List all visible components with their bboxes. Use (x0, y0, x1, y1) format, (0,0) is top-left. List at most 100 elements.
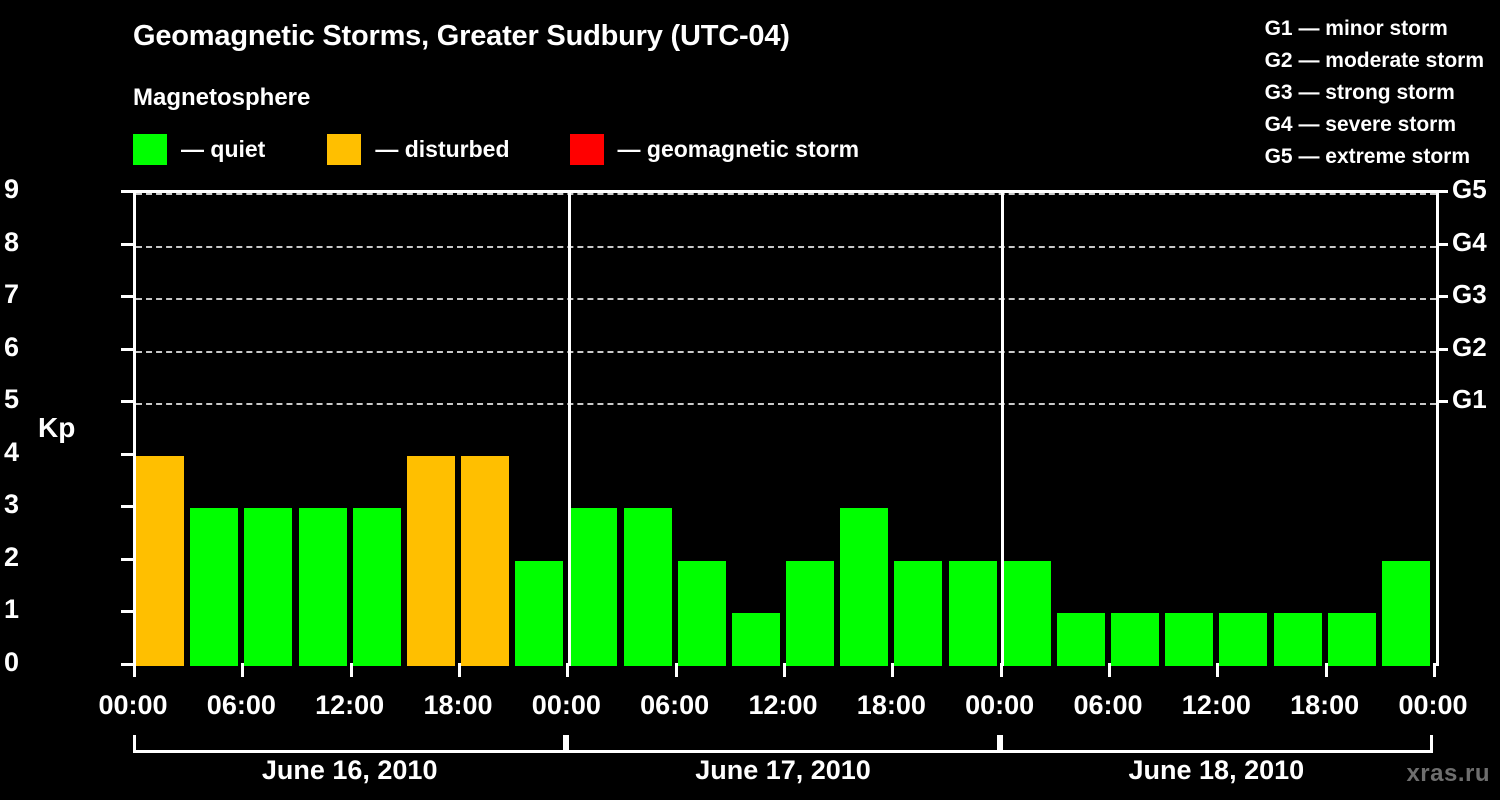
storm-swatch (569, 133, 604, 165)
bar (406, 455, 455, 666)
bar (515, 560, 564, 666)
bar (244, 508, 293, 666)
x-tick-mark (133, 663, 136, 677)
y-tick-mark (121, 190, 133, 193)
x-tick-mark (1216, 663, 1220, 677)
plot-area (133, 190, 1439, 666)
y-tick-mark (121, 400, 133, 404)
g-tick-mark (1436, 295, 1448, 299)
day-label: June 16, 2010 (261, 755, 438, 785)
x-tick-label: 00:00 (1398, 690, 1468, 720)
gscale-line-g2: G2 — moderate storm (1264, 49, 1484, 72)
bar (190, 508, 239, 666)
g-tick-mark (1436, 242, 1448, 246)
gscale-line-g4: G4 — severe storm (1264, 113, 1457, 136)
day-label: June 18, 2010 (1128, 755, 1305, 785)
y-tick-label: 0 (3, 647, 19, 677)
gridline (136, 298, 1436, 301)
y-tick-label: 8 (3, 226, 19, 257)
bar (948, 560, 997, 666)
y-tick-mark (121, 663, 133, 666)
bar (677, 560, 726, 666)
bar (1381, 560, 1430, 666)
legend-label-quiet: — quiet (181, 135, 266, 162)
x-tick-mark (566, 663, 570, 677)
bar (1002, 560, 1051, 666)
y-tick-mark (121, 347, 133, 351)
gscale-legend: G1 — minor storm G2 — moderate storm G3 … (1265, 13, 1484, 173)
g-tick-label: G1 (1452, 384, 1487, 415)
legend-item-disturbed: — disturbed (327, 133, 510, 165)
x-tick-label: 12:00 (315, 690, 385, 720)
gridline (136, 403, 1436, 406)
y-axis-label: Kp (38, 412, 76, 443)
disturbed-swatch (327, 133, 362, 165)
bar (1273, 613, 1322, 666)
x-tick-label: 18:00 (856, 690, 926, 720)
g-tick-label: G4 (1452, 226, 1487, 257)
legend-item-quiet: — quiet (133, 133, 266, 165)
day-separator (567, 193, 571, 666)
y-tick-mark (121, 452, 133, 456)
bar (623, 508, 672, 666)
day-bracket (566, 735, 1000, 753)
x-tick-label: 00:00 (531, 690, 601, 720)
bar (1219, 613, 1268, 666)
x-tick-mark (458, 663, 461, 677)
g-tick-label: G3 (1452, 279, 1487, 310)
x-tick-mark (349, 663, 353, 677)
y-tick-label: 6 (3, 331, 19, 362)
bar (1165, 613, 1214, 666)
plot-inner (136, 193, 1436, 666)
x-tick-label: 00:00 (965, 690, 1035, 720)
y-tick-label: 4 (3, 436, 19, 467)
y-tick-label: 1 (3, 594, 19, 625)
gscale-line-g1: G1 — minor storm (1264, 17, 1448, 40)
g-tick-label: G2 (1452, 331, 1487, 362)
bar (352, 508, 401, 666)
legend: — quiet — disturbed — geomagnetic storm (133, 133, 859, 165)
x-tick-label: 12:00 (748, 690, 818, 720)
y-tick-label: 7 (3, 279, 19, 310)
bar (461, 455, 510, 666)
x-tick-mark (241, 663, 245, 677)
legend-heading: Magnetosphere (133, 84, 311, 111)
y-tick-label: 2 (3, 541, 19, 572)
watermark: xras.ru (1406, 760, 1490, 787)
bar (731, 613, 780, 666)
gscale-line-g5: G5 — extreme storm (1264, 145, 1471, 168)
y-tick-mark (121, 505, 133, 509)
day-bracket (999, 735, 1433, 753)
bar (1056, 613, 1105, 666)
gscale-line-g3: G3 — strong storm (1264, 81, 1455, 104)
bar (786, 560, 835, 666)
x-tick-mark (1324, 663, 1328, 677)
g-tick-mark (1436, 347, 1448, 351)
bar (569, 508, 618, 666)
gridline (136, 245, 1436, 248)
x-tick-label: 12:00 (1181, 690, 1251, 720)
x-tick-mark (674, 663, 678, 677)
bar (1111, 613, 1160, 666)
x-tick-label: 00:00 (98, 690, 168, 720)
y-tick-label: 5 (3, 384, 19, 415)
g-tick-mark (1436, 400, 1448, 404)
y-tick-label: 9 (3, 174, 19, 204)
g-tick-label: G5 (1452, 174, 1487, 204)
g-tick-mark (1436, 190, 1448, 193)
bar (136, 455, 185, 666)
legend-label-storm: — geomagnetic storm (617, 135, 860, 162)
day-bracket (133, 735, 567, 753)
quiet-swatch (133, 133, 167, 165)
x-tick-mark (783, 663, 786, 677)
x-tick-mark (1433, 663, 1436, 677)
legend-label-disturbed: — disturbed (375, 135, 510, 162)
y-tick-label: 3 (3, 489, 19, 520)
x-tick-mark (1108, 663, 1111, 677)
x-tick-label: 18:00 (1290, 690, 1360, 720)
y-tick-mark (121, 242, 133, 246)
day-separator (1001, 193, 1005, 666)
x-tick-mark (891, 663, 895, 677)
y-tick-mark (121, 610, 133, 614)
